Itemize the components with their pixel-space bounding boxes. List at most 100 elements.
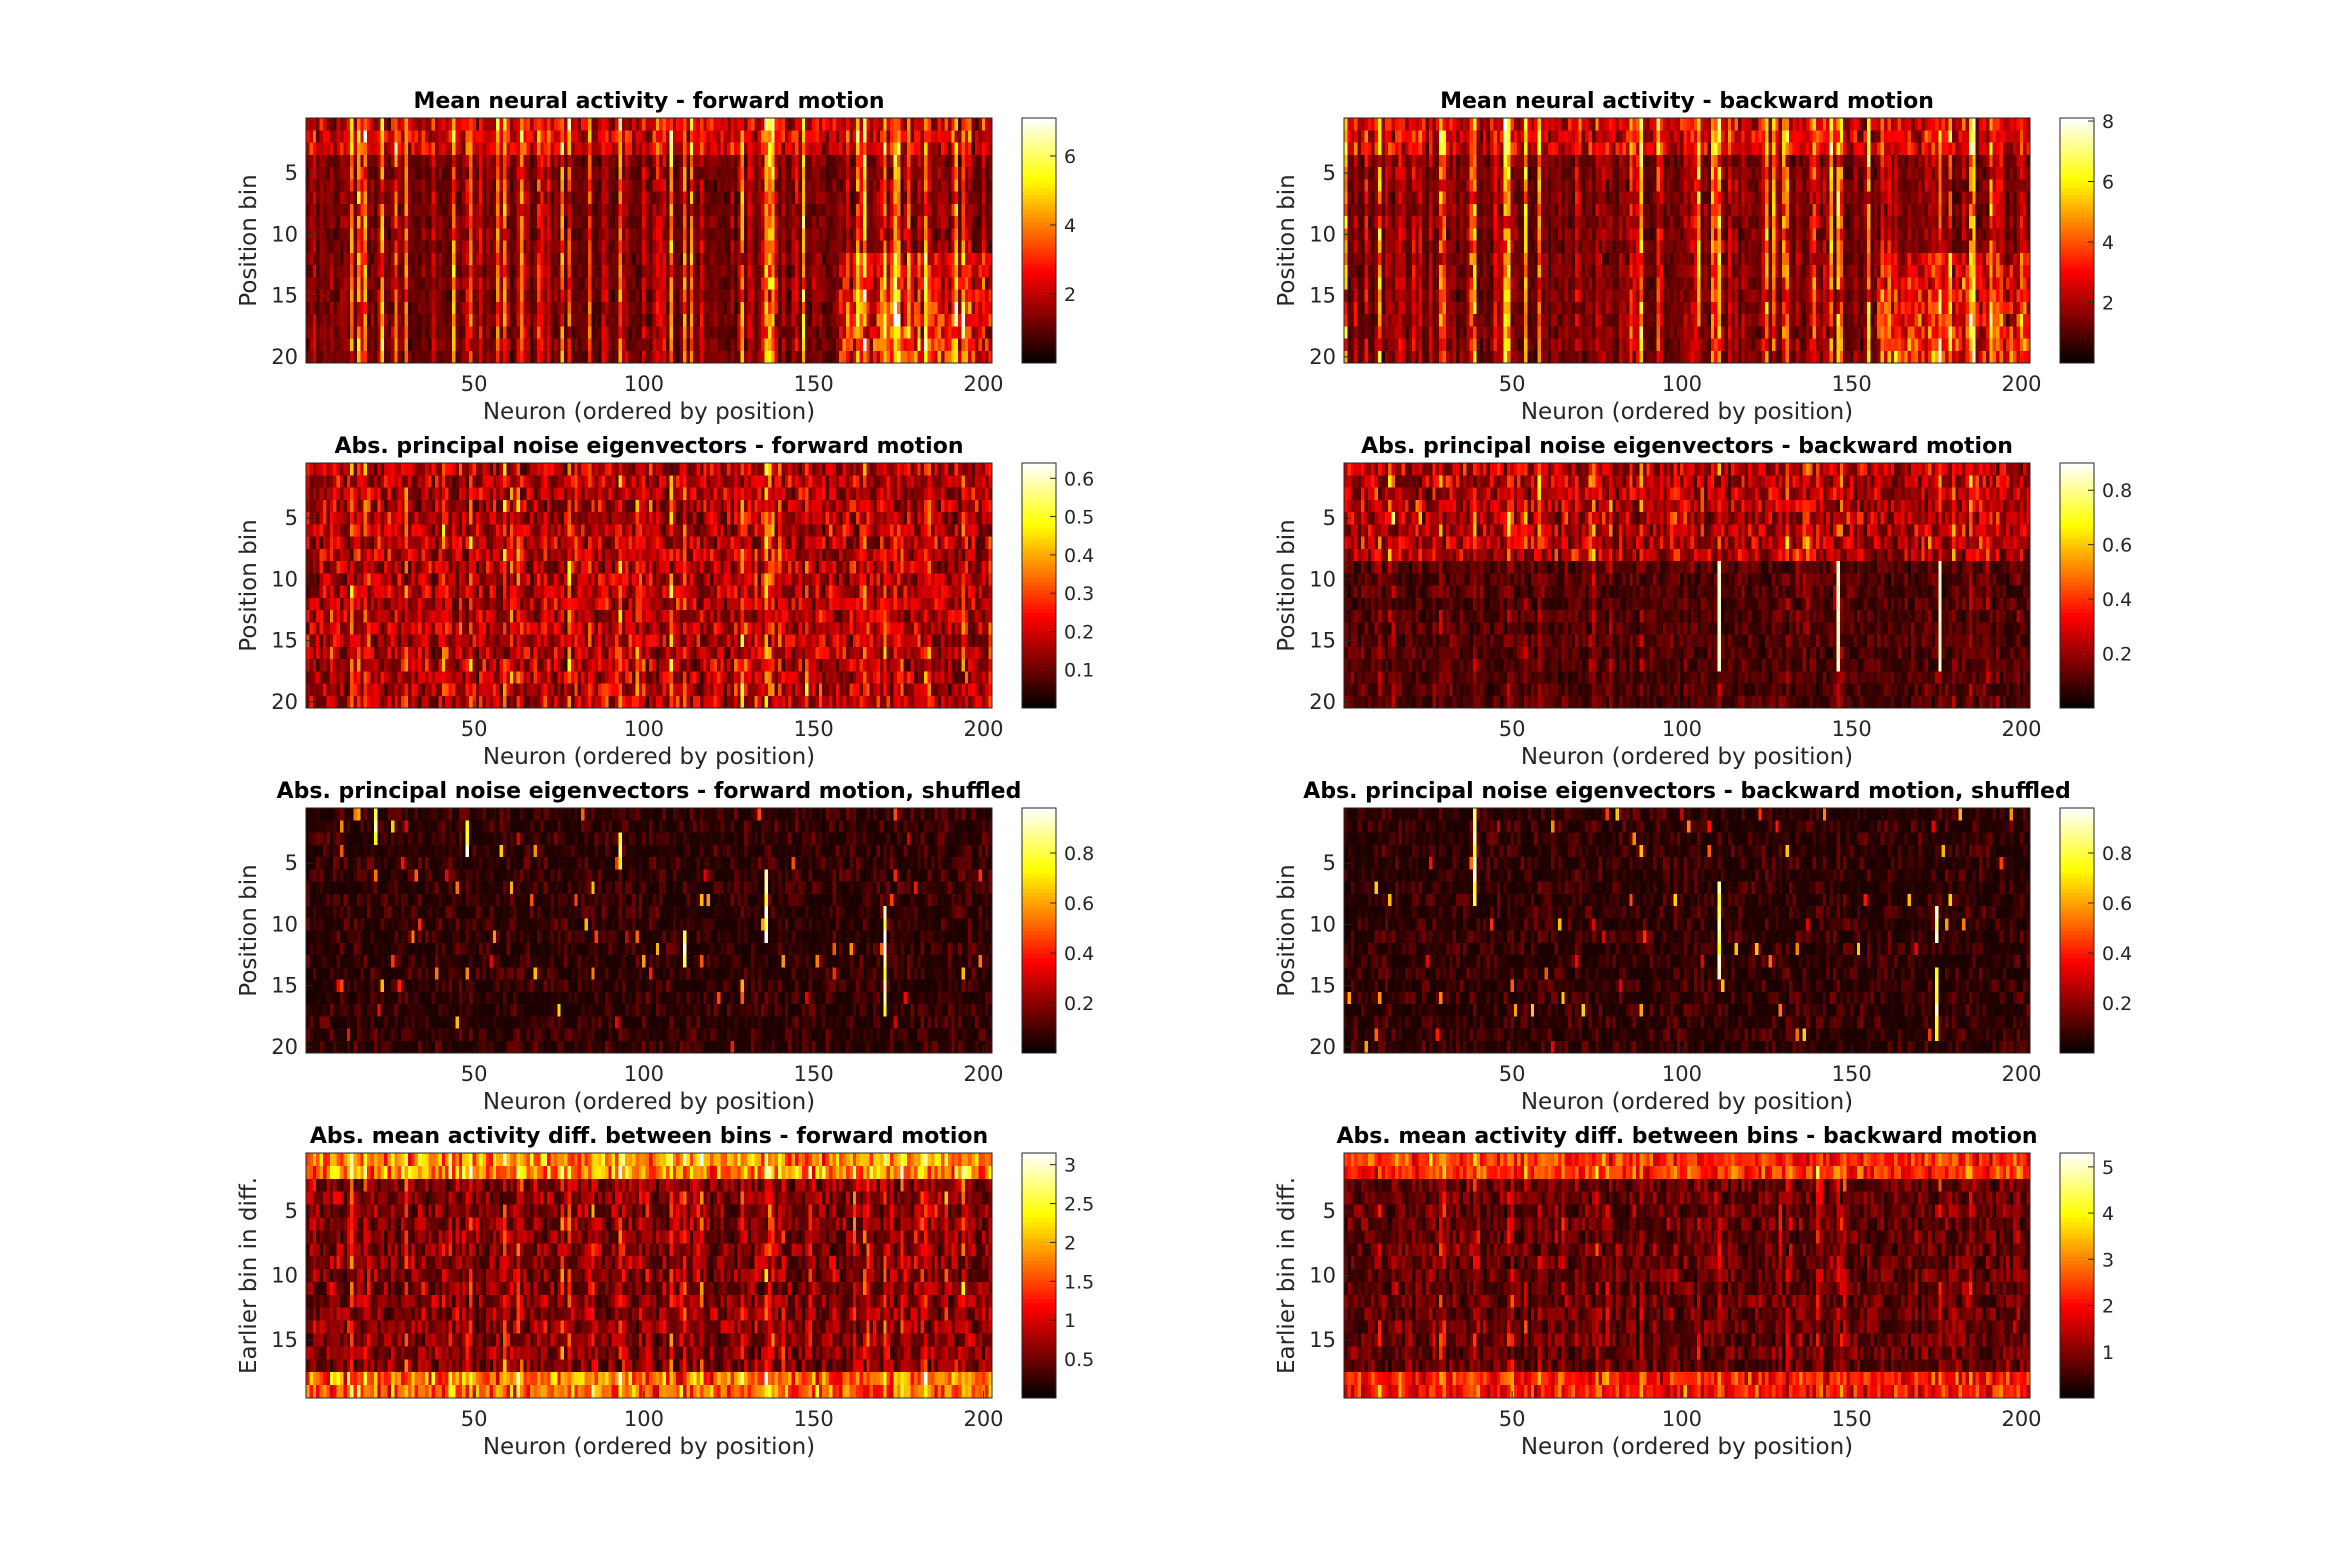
heatmap-cell [486,241,490,254]
colorbar-segment [1022,348,1056,352]
heatmap-cell [435,253,439,266]
heatmap-cell [486,192,490,205]
heatmap-cell [425,216,429,229]
heatmap-cell [435,216,439,229]
heatmap-cell [486,339,490,352]
colorbar-segment [1022,263,1056,267]
colorbar-segment [1022,179,1056,183]
heatmap-cell [486,143,490,156]
heatmap-cell [425,326,429,339]
heatmap-cell [371,351,375,364]
heatmap-cell [466,290,470,303]
heatmap-cell [371,228,375,241]
colorbar-segment [1022,206,1056,210]
heatmap-cell [330,326,334,339]
colorbar-segment [1022,195,1056,199]
colorbar-segment [1022,156,1056,160]
colorbar-segment [1022,164,1056,168]
heatmap-cell [486,302,490,315]
heatmap-cell [371,130,375,143]
heatmap-cell [476,339,480,352]
subplot-title: Mean neural activity - backward motion [1440,89,1934,114]
colorbar-segment [1022,340,1056,344]
heatmap-cell [435,228,439,241]
colorbar-segment [1022,344,1056,348]
heatmap-cell [425,143,429,156]
heatmap-cell [425,290,429,303]
heatmap-cell [371,241,375,254]
colorbar-segment [1022,336,1056,340]
heatmap-cell [425,167,429,180]
heatmap-cell [371,314,375,327]
heatmap-cell [476,302,480,315]
heatmap-cell [476,241,480,254]
colorbar-segment [1022,202,1056,206]
heatmap-cell [425,204,429,217]
colorbar-segment [1022,309,1056,313]
heatmap-cell [486,179,490,192]
y-tick-label: 10 [271,222,298,246]
x-tick-label: 50 [461,372,488,396]
colorbar-segment [1022,332,1056,336]
heatmap-cell [466,155,470,168]
heatmap-cell [330,130,334,143]
colorbar-tick-label: 4 [1064,215,1076,237]
colorbar-segment [1022,218,1056,222]
heatmap-cell [371,277,375,290]
heatmap-cell [486,326,490,339]
colorbar-segment [1022,126,1056,130]
heatmap-cell [486,314,490,327]
colorbar-segment [1022,191,1056,195]
x-tick-label: 200 [963,372,1003,396]
heatmap-cell [320,228,324,241]
colorbar-segment [1022,302,1056,306]
colorbar-segment [1022,241,1056,245]
colorbar-segment [1022,244,1056,248]
heatmap-cell [486,167,490,180]
heatmap-cell [425,155,429,168]
heatmap-cell [476,204,480,217]
heatmap-cell [476,155,480,168]
heatmap-cell [330,253,334,266]
heatmap-cell [486,155,490,168]
heatmap-cell [476,314,480,327]
heatmap-cell [466,204,470,217]
colorbar-segment [1022,252,1056,256]
heatmap-cell [371,265,375,278]
heatmap-cell [330,216,334,229]
heatmap-cell [435,302,439,315]
heatmap-cell [466,314,470,327]
x-tick-label: 150 [794,372,834,396]
heatmap-cell [466,167,470,180]
heatmap-cell [330,339,334,352]
heatmap-cell [466,277,470,290]
heatmap-cell [476,326,480,339]
heatmap-cell [476,130,480,143]
heatmap-cell [320,241,324,254]
heatmap-cell [466,265,470,278]
heatmap-cell [330,241,334,254]
heatmap-cell [320,130,324,143]
heatmap-cell [476,143,480,156]
heatmap-cell [330,302,334,315]
heatmap-cell [371,253,375,266]
heatmap-cell [425,241,429,254]
heatmap-cell [320,253,324,266]
heatmap-cell [476,228,480,241]
heatmap-cell [425,314,429,327]
heatmap-cell [435,339,439,352]
heatmap-cells [306,118,993,364]
heatmap-cell [486,265,490,278]
heatmap-cell [371,216,375,229]
heatmap-cell [425,228,429,241]
heatmap-cell [371,167,375,180]
colorbar-segment [1022,210,1056,214]
heatmap-cell [330,290,334,303]
heatmap-cell [371,118,375,131]
heatmap-cell [435,179,439,192]
colorbar-segment [1022,298,1056,302]
heatmap-cell [435,326,439,339]
heatmap-cell [476,216,480,229]
heatmap-cell [435,204,439,217]
colorbar-segment [1022,137,1056,141]
